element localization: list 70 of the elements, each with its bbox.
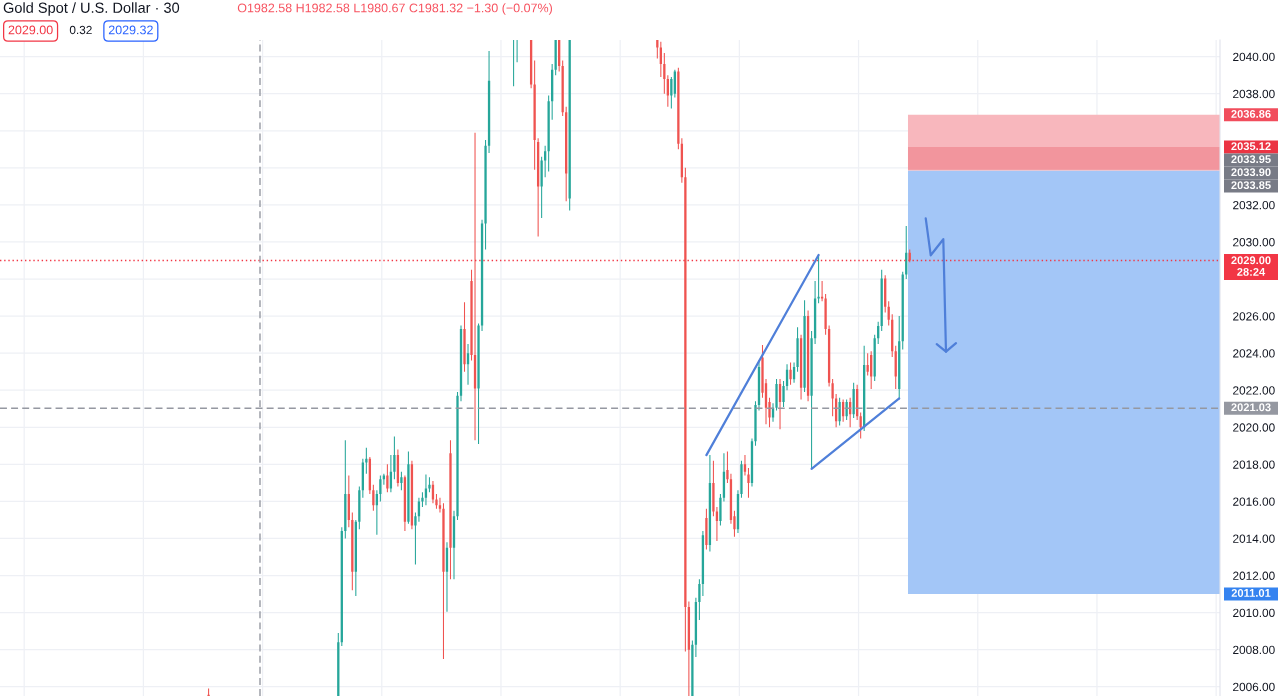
candlestick — [789, 362, 792, 385]
candlestick — [442, 503, 445, 659]
y-tick-label: 2008.00 — [1233, 645, 1275, 655]
candlestick — [870, 351, 873, 389]
candlestick — [477, 323, 480, 444]
candlestick — [838, 397, 841, 426]
candlestick — [375, 490, 379, 535]
candlestick — [393, 436, 396, 480]
y-tick-label: 2038.00 — [1233, 89, 1275, 99]
candlestick — [845, 399, 848, 420]
candlestick — [463, 302, 466, 372]
candlestick — [782, 380, 785, 407]
candlestick — [365, 447, 368, 474]
y-tick-label: 2026.00 — [1233, 312, 1275, 321]
candlestick — [372, 484, 375, 511]
y-tick-label: 2012.00 — [1233, 571, 1275, 580]
candlestick — [656, 40, 659, 59]
candlestick — [400, 471, 403, 491]
y-tick-label: 2018.00 — [1233, 460, 1275, 469]
candlestick — [666, 75, 669, 107]
candlestick — [435, 494, 438, 509]
y-tick-label: 2030.00 — [1233, 238, 1275, 247]
candlestick — [424, 474, 428, 506]
candlestick — [747, 468, 750, 498]
ref-line-label: 2029.00 28:24 — [1231, 256, 1271, 276]
y-tick-label: 2022.00 — [1233, 386, 1275, 395]
candlestick — [445, 542, 449, 612]
candlestick — [344, 440, 347, 539]
candlestick — [428, 477, 431, 493]
y-tick-label: 2014.00 — [1233, 534, 1275, 543]
y-tick-label: 2032.00 — [1233, 200, 1275, 210]
text: 2033.85 — [1231, 181, 1271, 190]
y-tick-label: 2020.00 — [1233, 423, 1275, 432]
text: 2029.00 — [8, 25, 53, 35]
candlestick — [347, 475, 350, 528]
candlestick — [705, 508, 708, 550]
text: 2033.95 — [1231, 155, 1271, 164]
candlestick — [207, 688, 210, 696]
candlestick — [470, 269, 473, 361]
y-tick-label: 2016.00 — [1233, 497, 1275, 506]
candlestick — [894, 345, 897, 389]
text: 2029.32 — [108, 25, 153, 35]
band-label: 2011.01 — [1231, 589, 1271, 597]
candlestick — [466, 343, 470, 385]
band-label: 2035.12 — [1231, 142, 1271, 151]
candlestick — [810, 330, 813, 469]
text: O1982.58 H1982.58 L1980.67 C1981.32 −1.30 (−0.07%) — [237, 3, 552, 15]
text: 0.32 — [69, 25, 92, 35]
ref-line-label: 2021.03 — [1231, 403, 1271, 412]
candlestick — [407, 451, 410, 524]
y-tick-label: 2006.00 — [1233, 682, 1275, 692]
candlestick — [473, 132, 477, 441]
candlestick — [659, 41, 662, 78]
candlestick — [386, 464, 389, 493]
candlestick — [743, 455, 747, 476]
candlestick — [852, 382, 855, 419]
chart-title: Gold Spot / U.S. Dollar · 30 — [3, 2, 180, 16]
candlestick — [379, 475, 382, 502]
candlestick — [540, 156, 543, 218]
candlestick — [449, 440, 452, 580]
candlestick — [438, 497, 442, 513]
candlestick — [512, 40, 515, 87]
y-tick-label: 2010.00 — [1233, 608, 1275, 617]
candlestick — [663, 52, 666, 94]
y-tick-label: 2024.00 — [1233, 349, 1275, 358]
band-label: 2036.86 — [1231, 109, 1271, 118]
candlestick — [803, 300, 806, 393]
y-tick-label: 2040.00 — [1233, 52, 1275, 62]
text: 2033.90 — [1231, 168, 1271, 177]
candlestick — [740, 460, 743, 498]
